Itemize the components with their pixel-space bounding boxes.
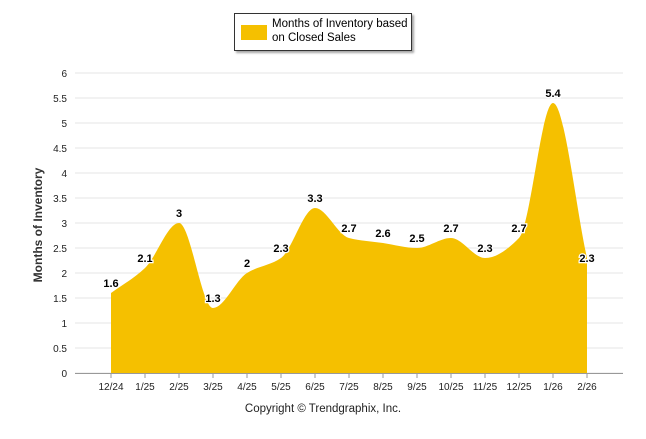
- y-tick-label: 5.5: [53, 94, 67, 105]
- y-tick-label: 4.5: [53, 144, 67, 155]
- x-tick-label: 3/25: [203, 382, 223, 393]
- x-tick-label: 6/25: [305, 382, 325, 393]
- x-tick-label: 1/25: [135, 382, 155, 393]
- data-label: 1.6: [103, 278, 118, 290]
- y-tick-label: 1.5: [53, 294, 67, 305]
- copyright-text: Copyright © Trendgraphix, Inc.: [244, 403, 402, 415]
- y-tick-label: 3.5: [53, 194, 67, 205]
- data-label: 5.4: [545, 88, 561, 100]
- data-label: 1.3: [205, 293, 220, 305]
- y-tick-label: 0.5: [53, 344, 67, 355]
- legend-label: Months of Inventory based on Closed Sale…: [272, 18, 408, 44]
- y-tick-label: 6: [61, 69, 67, 80]
- x-tick-label: 2/25: [169, 382, 189, 393]
- data-label: 2.5: [409, 233, 424, 245]
- y-tick-label: 2: [61, 269, 67, 280]
- data-label: 2.3: [579, 253, 594, 265]
- x-tick-label: 1/26: [543, 382, 563, 393]
- data-label: 3: [176, 208, 182, 220]
- x-tick-label: 9/25: [407, 382, 427, 393]
- x-tick-label: 12/25: [506, 382, 531, 393]
- y-tick-label: 5: [61, 119, 67, 130]
- legend: Months of Inventory based on Closed Sale…: [234, 13, 412, 51]
- x-tick-label: 10/25: [438, 382, 463, 393]
- data-label: 2.6: [375, 228, 390, 240]
- x-tick-label: 5/25: [271, 382, 291, 393]
- y-tick-label: 0: [61, 369, 67, 380]
- y-axis-title: Months of Inventory: [31, 167, 45, 282]
- series-area: [111, 103, 587, 373]
- data-label: 2: [244, 258, 250, 270]
- x-tick-label: 11/25: [473, 382, 498, 393]
- x-tick-label: 8/25: [373, 382, 393, 393]
- data-label: 2.3: [477, 243, 492, 255]
- data-label: 2.7: [443, 223, 458, 235]
- legend-swatch: [241, 25, 267, 40]
- y-tick-label: 2.5: [53, 244, 67, 255]
- data-label: 2.7: [341, 223, 356, 235]
- y-tick-label: 1: [61, 319, 67, 330]
- data-label: 2.7: [511, 223, 526, 235]
- y-tick-label: 3: [61, 219, 67, 230]
- data-label: 3.3: [307, 193, 322, 205]
- data-label: 2.3: [273, 243, 288, 255]
- y-tick-label: 4: [61, 169, 67, 180]
- x-tick-label: 12/24: [98, 382, 123, 393]
- x-tick-label: 7/25: [339, 382, 359, 393]
- data-label: 2.1: [137, 253, 152, 265]
- x-tick-label: 2/26: [577, 382, 597, 393]
- x-tick-label: 4/25: [237, 382, 257, 393]
